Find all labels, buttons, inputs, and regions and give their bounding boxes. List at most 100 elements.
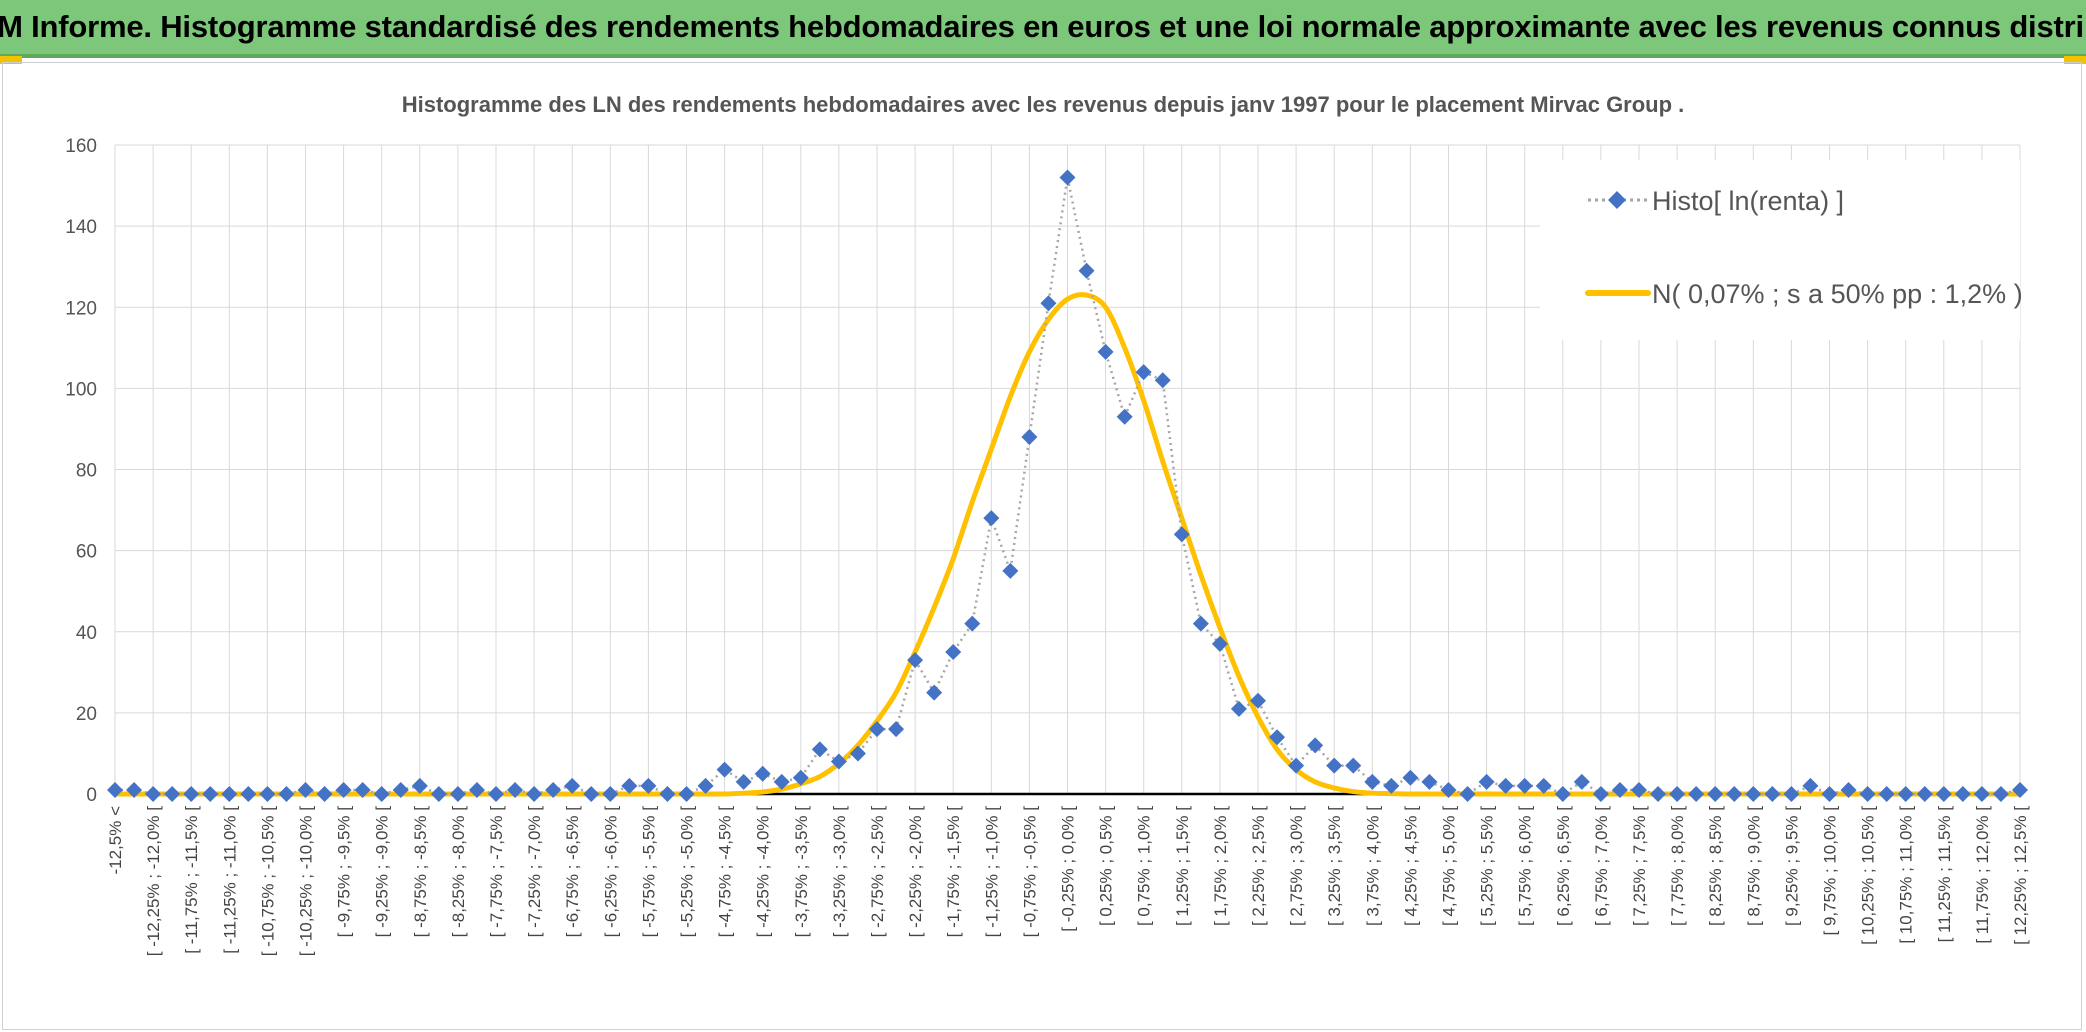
- histogram-point: [697, 777, 714, 794]
- x-tick-label: [ 1,75% ; 2,0% [: [1211, 806, 1230, 926]
- histogram-point: [1592, 786, 1609, 802]
- histogram-point: [202, 786, 219, 802]
- histogram-point: [1135, 364, 1152, 381]
- histogram-point: [1783, 786, 1800, 802]
- x-tick-label: [ 4,75% ; 5,0% [: [1440, 806, 1459, 926]
- y-tick-label: 40: [76, 623, 97, 644]
- histogram-point: [1954, 786, 1971, 802]
- histogram-point: [240, 786, 257, 802]
- x-tick-label: [ 7,25% ; 7,5% [: [1630, 806, 1649, 926]
- x-tick-label: [ 2,25% ; 2,5% [: [1249, 806, 1268, 926]
- x-tick-label: [ 10,75% ; 11,0% [: [1897, 806, 1916, 944]
- histogram-point: [621, 777, 638, 794]
- histogram-point: [1021, 429, 1038, 446]
- report-header-banner: ADAM Informe. Histogramme standardisé de…: [0, 0, 2086, 58]
- histogram-point: [183, 786, 200, 802]
- histogram-point: [564, 777, 581, 794]
- histogram-point: [2012, 781, 2028, 798]
- histogram-point: [1973, 786, 1990, 802]
- histogram-point: [1764, 786, 1781, 802]
- x-tick-label: [ 5,25% ; 5,5% [: [1478, 806, 1497, 926]
- chart-series: [107, 169, 2028, 802]
- histogram-point: [545, 781, 562, 798]
- corner-accent-right: [2064, 56, 2086, 64]
- x-tick-label: [ 3,25% ; 3,5% [: [1325, 806, 1344, 926]
- histogram-point: [488, 786, 504, 802]
- histogram-point: [640, 777, 657, 794]
- x-tick-label: [ -0,75% ; -0,5% [: [1020, 806, 1039, 938]
- x-tick-label: [ 3,75% ; 4,0% [: [1363, 806, 1382, 926]
- histogram-point: [145, 786, 162, 802]
- x-axis-ticks: -12,5% < [ -12,25% ; -12,0% [ [ -11,75% ; …: [106, 806, 2030, 957]
- histogram-point: [278, 786, 295, 802]
- y-tick-label: 20: [76, 704, 97, 725]
- report-title: ADAM Informe. Histogramme standardisé de…: [0, 9, 2086, 44]
- histogram-point: [602, 786, 619, 802]
- x-tick-label: [ 6,25% ; 6,5% [: [1554, 806, 1573, 926]
- histogram-point: [1269, 729, 1286, 746]
- x-tick-label: [ 2,75% ; 3,0% [: [1287, 806, 1306, 926]
- histogram-point: [107, 781, 123, 798]
- x-tick-label: [ -3,75% ; -3,5% [: [792, 806, 811, 938]
- histogram-point: [1669, 786, 1686, 802]
- x-tick-label: [ -7,75% ; -7,5% [: [487, 806, 506, 938]
- x-tick-label: [ -4,25% ; -4,0% [: [754, 806, 773, 938]
- x-tick-label: -12,5% <: [106, 806, 125, 875]
- histogram-point: [335, 781, 352, 798]
- histogram-point: [126, 781, 143, 798]
- histogram-point: [983, 510, 1000, 527]
- histogram-point: [716, 761, 733, 778]
- x-tick-label: [ 8,75% ; 9,0% [: [1744, 806, 1763, 926]
- histogram-point: [1478, 773, 1495, 790]
- histogram-point: [1497, 777, 1514, 794]
- x-tick-label: [ 12,25% ; 12,5% [: [2011, 806, 2030, 945]
- histogram-point: [1459, 786, 1476, 802]
- histogram-point: [1383, 777, 1400, 794]
- histogram-point: [411, 777, 428, 794]
- histogram-point: [1402, 769, 1419, 786]
- histogram-point: [1611, 781, 1628, 798]
- histogram-point: [964, 615, 981, 632]
- histogram-point: [1040, 295, 1057, 312]
- x-tick-label: [ 6,75% ; 7,0% [: [1592, 806, 1611, 926]
- histogram-point: [888, 721, 905, 738]
- x-tick-label: [ -4,75% ; -4,5% [: [716, 806, 735, 938]
- histogram-point: [1554, 786, 1571, 802]
- x-tick-label: [ -9,25% ; -9,0% [: [373, 806, 392, 938]
- x-tick-label: [ 0,75% ; 1,0% [: [1135, 806, 1154, 926]
- x-tick-label: [ -10,75% ; -10,5% [: [258, 806, 277, 957]
- histogram-point: [1421, 773, 1438, 790]
- histogram-point: [1707, 786, 1724, 802]
- x-tick-label: [ -1,25% ; -1,0% [: [982, 806, 1001, 938]
- histogram-point: [735, 773, 752, 790]
- x-tick-label: [ 0,25% ; 0,5% [: [1097, 806, 1116, 926]
- histogram-point: [869, 721, 885, 738]
- histogram-point: [1573, 773, 1590, 790]
- x-tick-label: [ 5,75% ; 6,0% [: [1516, 806, 1535, 926]
- y-tick-label: 140: [65, 217, 97, 238]
- x-tick-label: [ 8,25% ; 8,5% [: [1706, 806, 1725, 926]
- histogram-point: [1650, 786, 1667, 802]
- chart-gridlines: [114, 144, 2021, 795]
- x-tick-label: [ -11,75% ; -11,5% [: [182, 806, 201, 954]
- histogram-point: [1364, 773, 1381, 790]
- histogram-point: [583, 786, 600, 802]
- x-tick-label: [ -3,25% ; -3,0% [: [830, 806, 849, 938]
- histogram-point: [811, 741, 828, 758]
- histogram-point: [1211, 635, 1228, 652]
- x-tick-label: [ -2,25% ; -2,0% [: [906, 806, 925, 938]
- x-tick-label: [ -6,25% ; -6,0% [: [601, 806, 620, 938]
- histogram-point: [316, 786, 333, 802]
- x-tick-label: [ -12,25% ; -12,0% [: [144, 806, 163, 957]
- x-tick-label: [ -11,25% ; -11,0% [: [220, 806, 239, 954]
- x-tick-label: [ -0,25% ; 0,0% [: [1059, 806, 1078, 932]
- histogram-point: [1992, 786, 2009, 802]
- histogram-point: [1916, 786, 1933, 802]
- x-tick-label: [ -6,75% ; -6,5% [: [563, 806, 582, 938]
- histogram-point: [926, 684, 943, 701]
- histogram-point: [1116, 408, 1133, 425]
- histogram-point: [526, 786, 543, 802]
- histogram-point: [1097, 343, 1114, 360]
- histogram-point: [1288, 757, 1305, 774]
